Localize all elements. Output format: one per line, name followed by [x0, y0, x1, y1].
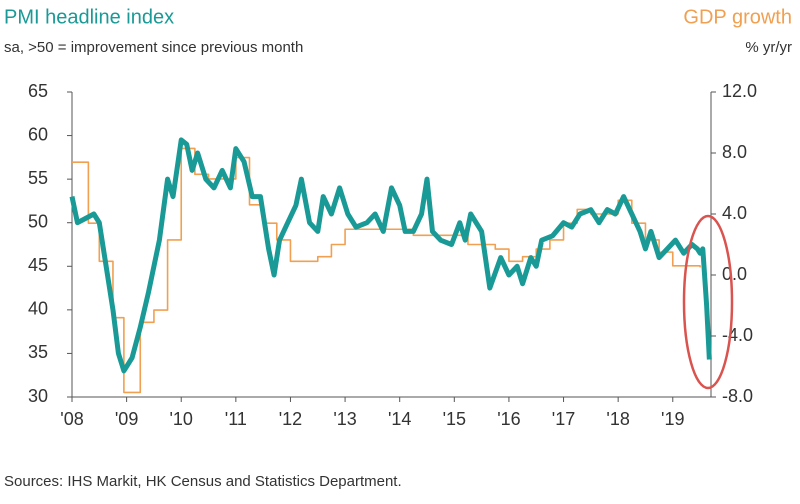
highlight-ellipse [682, 214, 734, 390]
x-tick-label: '17 [552, 409, 575, 429]
x-tick-label: '10 [169, 409, 192, 429]
y-tick-label: 35 [28, 342, 48, 362]
y2-tick-label: 8.0 [722, 142, 747, 162]
y2-tick-label: 12.0 [722, 81, 757, 101]
y2-tick-label: -8.0 [722, 386, 753, 406]
x-tick-label: '09 [115, 409, 138, 429]
x-tick-label: '15 [443, 409, 466, 429]
y-tick-label: 60 [28, 124, 48, 144]
x-tick-label: '16 [497, 409, 520, 429]
x-tick-label: '13 [333, 409, 356, 429]
y-tick-label: 65 [28, 81, 48, 101]
chart-subtitle: sa, >50 = improvement since previous mon… [4, 39, 303, 56]
source: Sources: IHS Markit, HK Census and Stati… [4, 473, 402, 490]
y2-subtitle: % yr/yr [745, 39, 792, 56]
y-tick-label: 40 [28, 299, 48, 319]
y2-tick-label: 0.0 [722, 264, 747, 284]
x-tick-label: '12 [279, 409, 302, 429]
x-tick-label: '11 [225, 409, 247, 429]
x-tick-label: '08 [60, 409, 83, 429]
y-tick-label: 50 [28, 211, 48, 231]
y-tick-label: 30 [28, 386, 48, 406]
y2-tick-label: -4.0 [722, 325, 753, 345]
y2-tick-label: 4.0 [722, 203, 747, 223]
series-line [69, 137, 712, 374]
y2-title: GDP growth [683, 6, 792, 28]
x-tick-label: '18 [606, 409, 629, 429]
y-tick-label: 55 [28, 168, 48, 188]
chart-title: PMI headline index [4, 6, 174, 28]
y-tick-label: 45 [28, 255, 48, 275]
x-tick-label: '19 [661, 409, 684, 429]
x-tick-label: '14 [388, 409, 411, 429]
